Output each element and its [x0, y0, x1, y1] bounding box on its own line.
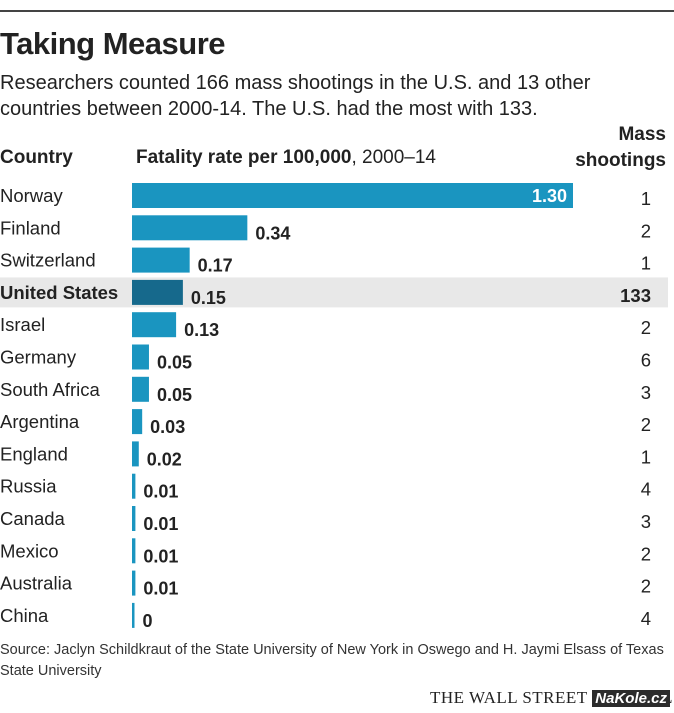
bar-argentina: [132, 409, 143, 435]
value-label-south-africa: 0.05: [157, 385, 192, 405]
mass-shootings-finland: 2: [641, 220, 651, 241]
value-label-canada: 0.01: [143, 514, 178, 534]
country-label-mexico: Mexico: [0, 540, 59, 561]
value-label-mexico: 0.01: [143, 546, 178, 566]
value-label-russia: 0.01: [143, 482, 178, 502]
mass-shootings-norway: 1: [641, 188, 651, 209]
mass-shootings-england: 1: [641, 446, 651, 467]
country-label-china: China: [0, 605, 49, 626]
mass-shootings-united-states: 133: [620, 285, 651, 306]
bar-germany: [132, 344, 149, 370]
bar-england: [132, 441, 139, 467]
bar-australia: [132, 570, 136, 596]
country-label-united-states: United States: [0, 282, 118, 303]
country-label-germany: Germany: [0, 347, 77, 368]
bar-canada: [132, 506, 136, 531]
fatality-bar-chart: Norway 1.30 1 Finland 0.34 2 Switzerland 0.17 1 U…: [0, 183, 668, 631]
country-label-switzerland: Switzerland: [0, 250, 96, 271]
mass-shootings-column-header: Mass shootings: [575, 122, 666, 174]
mass-shootings-canada: 3: [641, 511, 651, 532]
watermark: NaKole.cz: [592, 690, 670, 707]
top-rule: [0, 10, 674, 12]
mass-shootings-china: 4: [641, 608, 651, 629]
country-label-australia: Australia: [0, 573, 73, 594]
rate-column-header: Fatality rate per 100,000, 2000–14: [136, 147, 436, 169]
value-label-finland: 0.34: [255, 223, 290, 243]
country-label-norway: Norway: [0, 185, 63, 206]
bar-united-states: [132, 279, 183, 305]
value-label-norway: 1.30: [532, 186, 567, 206]
mass-shootings-argentina: 2: [641, 414, 651, 435]
bar-russia: [132, 473, 136, 499]
rate-column-header-period: , 2000–14: [351, 147, 436, 168]
source-note: Source: Jaclyn Schildkraut of the State …: [0, 642, 664, 679]
mass-shootings-australia: 2: [641, 576, 651, 597]
bar-south-africa: [132, 376, 149, 402]
bar-israel: [132, 312, 177, 338]
value-label-australia: 0.01: [143, 579, 178, 599]
mass-shootings-russia: 4: [641, 479, 651, 500]
value-label-england: 0.02: [147, 449, 182, 469]
country-label-finland: Finland: [0, 217, 61, 238]
value-label-switzerland: 0.17: [198, 256, 233, 276]
country-label-canada: Canada: [0, 508, 66, 529]
mass-shootings-south-africa: 3: [641, 382, 651, 403]
country-label-israel: Israel: [0, 314, 45, 335]
highlight-row-united-states: [0, 277, 668, 308]
mass-header-line2: shootings: [575, 150, 666, 171]
bar-china: [132, 602, 135, 628]
bar-norway: [132, 183, 573, 208]
country-column-header: Country: [0, 147, 73, 168]
value-label-argentina: 0.03: [150, 417, 185, 437]
rate-column-header-bold: Fatality rate per 100,000: [136, 147, 352, 168]
mass-shootings-israel: 2: [641, 317, 651, 338]
country-label-south-africa: South Africa: [0, 379, 100, 400]
country-label-argentina: Argentina: [0, 411, 80, 432]
bar-finland: [132, 215, 248, 241]
mass-shootings-germany: 6: [641, 350, 651, 371]
mass-shootings-mexico: 2: [641, 543, 651, 564]
value-label-israel: 0.13: [184, 320, 219, 340]
chart-subtitle: Researchers counted 166 mass shootings i…: [0, 72, 591, 120]
country-label-russia: Russia: [0, 476, 57, 497]
value-label-germany: 0.05: [157, 353, 192, 373]
chart-title: Taking Measure: [0, 26, 226, 61]
bar-mexico: [132, 538, 136, 564]
value-label-china: 0: [143, 611, 153, 631]
mass-shootings-switzerland: 1: [641, 253, 651, 274]
value-label-united-states: 0.15: [191, 288, 226, 308]
mass-header-line1: Mass: [618, 124, 666, 145]
country-label-england: England: [0, 443, 68, 464]
bar-switzerland: [132, 247, 190, 273]
